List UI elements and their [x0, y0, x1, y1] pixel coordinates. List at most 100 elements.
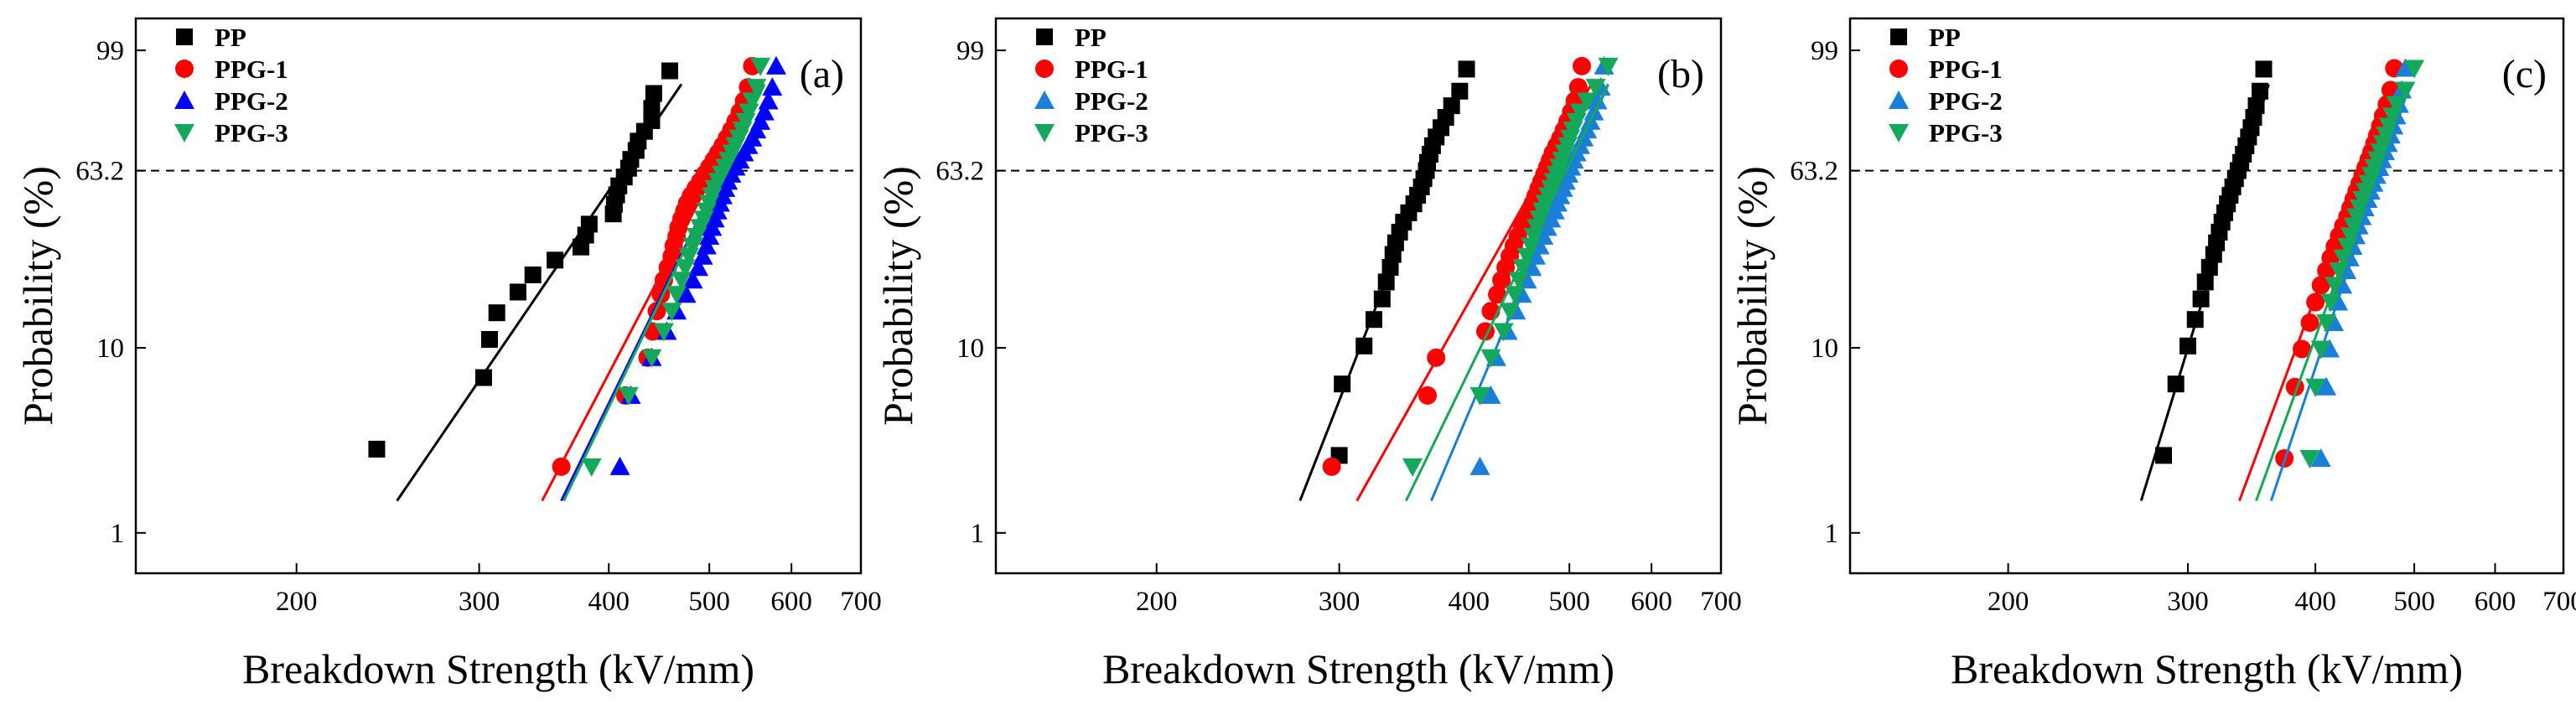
data-point-PP — [1451, 82, 1469, 100]
y-tick-label: 99 — [96, 36, 124, 66]
x-tick-label: 500 — [688, 587, 730, 617]
data-point-PPG-3 — [2386, 96, 2407, 115]
y-tick-label: 63.2 — [936, 157, 984, 187]
fit-line-PPG-3 — [1405, 83, 1609, 502]
data-point-PPG-1 — [1488, 285, 1507, 304]
x-tick-label: 200 — [1988, 587, 2029, 617]
x-tick-label: 600 — [770, 587, 812, 617]
data-point-PP — [2252, 82, 2269, 100]
data-point-PPG-2 — [692, 246, 713, 265]
x-tick-label: 700 — [840, 587, 882, 617]
data-point-PP — [2186, 311, 2204, 329]
data-point-PP — [2155, 447, 2173, 464]
data-point-PPG-3 — [641, 349, 662, 368]
legend-marker-PP — [176, 28, 193, 45]
data-point-PPG-3 — [1585, 79, 1606, 98]
y-tick-label: 10 — [956, 334, 984, 364]
data-point-PPG-1 — [1568, 78, 1588, 97]
data-point-PPG-2 — [676, 284, 697, 303]
data-point-PPG-3 — [1469, 386, 1490, 406]
y-tick-label: 63.2 — [75, 157, 124, 187]
data-point-PPG-2 — [1480, 385, 1501, 404]
data-point-PPG-3 — [1505, 286, 1526, 305]
legend-label-PP: PP — [215, 23, 246, 52]
series-PP — [368, 62, 683, 502]
x-tick-label: 600 — [1630, 587, 1672, 617]
legend-label-PP: PP — [1929, 23, 1961, 52]
y-tick-label: 10 — [1811, 334, 1838, 364]
data-point-PPG-3 — [750, 57, 771, 76]
data-point-PPG-2 — [688, 257, 709, 277]
data-point-PPG-2 — [696, 236, 717, 255]
data-point-PP — [474, 369, 492, 386]
data-point-PPG-3 — [2325, 277, 2345, 296]
data-point-PPG-3 — [666, 286, 687, 305]
data-point-PPG-2 — [2395, 58, 2416, 77]
legend-marker-PP — [1890, 28, 1907, 45]
series-PPG-3 — [2255, 60, 2425, 501]
legend-marker-PPG-1 — [175, 60, 194, 78]
data-point-PP — [2196, 273, 2214, 291]
data-point-PPG-1 — [552, 457, 571, 476]
x-tick-label: 300 — [1319, 587, 1361, 617]
data-point-PP — [661, 62, 679, 80]
x-axis-label: Breakdown Strength (kV/mm) — [1102, 645, 1615, 692]
data-point-PP — [1355, 337, 1373, 355]
x-axis-label: Breakdown Strength (kV/mm) — [1951, 645, 2463, 692]
plot-frame — [134, 17, 863, 575]
data-point-PPG-2 — [1521, 257, 1542, 277]
x-tick-label: 500 — [2393, 587, 2435, 617]
data-point-PPG-3 — [2320, 293, 2341, 313]
y-tick-label: 1 — [971, 519, 985, 549]
data-point-PPG-3 — [2316, 313, 2337, 333]
data-point-PPG-2 — [754, 101, 775, 121]
data-point-PPG-1 — [1418, 386, 1438, 405]
y-tick-label: 10 — [96, 334, 124, 364]
data-point-PPG-3 — [2329, 262, 2350, 282]
legend-label-PPG-2: PPG-2 — [215, 86, 288, 116]
data-point-PPG-3 — [1402, 458, 1423, 477]
data-point-PPG-2 — [2319, 339, 2340, 358]
data-point-PP — [488, 304, 505, 322]
y-tick-label: 1 — [1825, 519, 1839, 549]
legend-label-PPG-1: PPG-1 — [215, 54, 288, 84]
data-point-PPG-3 — [1500, 303, 1521, 322]
data-point-PPG-1 — [1573, 56, 1592, 75]
data-point-PP — [368, 440, 386, 458]
series-PPG-1 — [1322, 56, 1593, 502]
data-point-PP — [643, 100, 661, 117]
chart-panel-1: 200 300 400 500 600 700 1 10 63.2 99 Breakdown Str… — [14, 17, 882, 692]
legend-marker-PPG-1 — [1889, 60, 1908, 78]
data-point-PPG-3 — [2305, 378, 2326, 397]
legend-label-PPG-2: PPG-2 — [1929, 86, 2003, 116]
y-axis-label: Probability (%) — [1729, 166, 1775, 426]
x-axis-label: Breakdown Strength (kV/mm) — [242, 645, 754, 692]
x-tick-label: 400 — [588, 587, 630, 617]
data-point-PPG-2 — [609, 456, 630, 475]
data-point-PPG-3 — [742, 92, 763, 111]
x-tick-label: 200 — [1136, 587, 1178, 617]
data-point-PPG-1 — [1322, 457, 1341, 476]
chart-panel-3: 200 300 400 500 600 700 1 10 63.2 99 Breakdown Str… — [1729, 17, 2576, 692]
data-point-PPG-3 — [581, 458, 602, 477]
data-point-PPG-3 — [1493, 323, 1514, 342]
data-point-PPG-3 — [1577, 92, 1598, 111]
data-point-PPG-2 — [758, 91, 779, 110]
x-tick-label: 600 — [2475, 587, 2516, 617]
panel-label: (c) — [2502, 52, 2547, 96]
y-axis-label: Probability (%) — [874, 166, 921, 426]
x-tick-label: 500 — [1548, 587, 1590, 617]
data-point-PP — [2167, 375, 2185, 393]
data-point-PPG-1 — [2311, 276, 2330, 295]
data-point-PPG-1 — [1427, 348, 1446, 367]
legend-label-PPG-1: PPG-1 — [1929, 54, 2003, 84]
data-point-PP — [580, 215, 598, 233]
data-point-PPG-3 — [661, 303, 682, 322]
data-point-PPG-1 — [2300, 313, 2319, 332]
x-tick-label: 300 — [459, 587, 500, 617]
data-point-PP — [547, 251, 564, 269]
data-point-PP — [1334, 375, 1351, 393]
legend-label-PPG-1: PPG-1 — [1075, 54, 1148, 84]
